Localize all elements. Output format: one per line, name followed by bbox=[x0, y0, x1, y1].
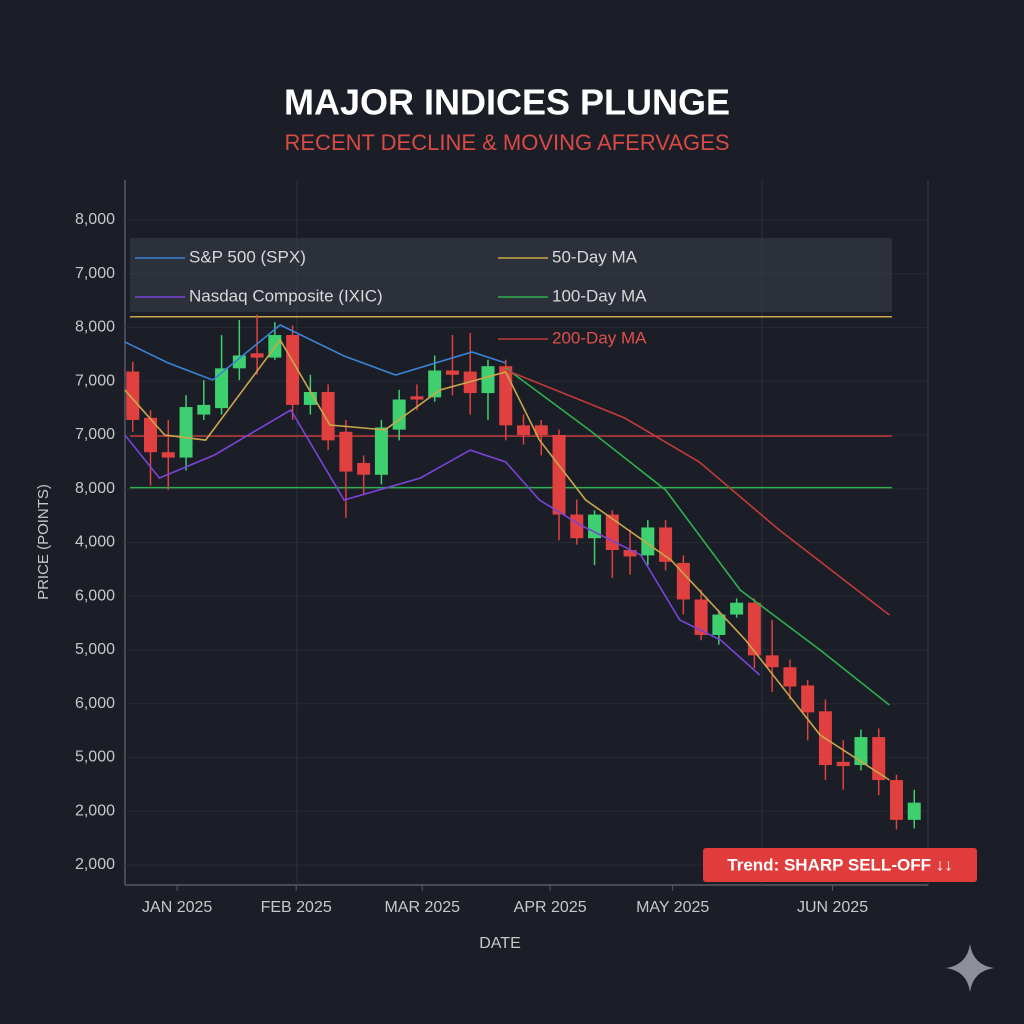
candle-body bbox=[499, 366, 513, 426]
legend: S&P 500 (SPX) 50-Day MA Nasdaq Composite (… bbox=[135, 247, 647, 347]
candle-body bbox=[765, 655, 779, 668]
candle-body bbox=[694, 599, 708, 635]
candle-body bbox=[730, 602, 744, 615]
x-tick-label: JAN 2025 bbox=[142, 899, 212, 916]
sparkle-icon bbox=[946, 944, 994, 992]
candle-body bbox=[552, 435, 566, 515]
series-line bbox=[124, 408, 761, 676]
y-tick-label: 8,000 bbox=[75, 319, 115, 336]
chart-title: MAJOR INDICES PLUNGE bbox=[284, 82, 730, 123]
candle-body bbox=[605, 514, 619, 551]
y-tick-label: 7,000 bbox=[75, 372, 115, 389]
series-line bbox=[505, 367, 890, 706]
candle-body bbox=[250, 353, 264, 358]
series-line bbox=[124, 338, 890, 781]
legend-label: Nasdaq Composite (IXIC) bbox=[189, 286, 383, 305]
candle-body bbox=[392, 399, 406, 430]
candle-body bbox=[144, 417, 158, 453]
legend-label: 200-Day MA bbox=[552, 328, 647, 347]
candle-body bbox=[126, 371, 140, 420]
x-tick-label: FEB 2025 bbox=[261, 899, 332, 916]
x-tick-label: APR 2025 bbox=[514, 899, 587, 916]
y-tick-label: 6,000 bbox=[75, 695, 115, 712]
candles bbox=[126, 314, 921, 830]
candle-body bbox=[445, 370, 459, 375]
x-axis-label: DATE bbox=[479, 935, 520, 952]
legend-label: 50-Day MA bbox=[552, 247, 638, 266]
candle-body bbox=[712, 614, 726, 635]
chart-subtitle: RECENT DECLINE & MOVING AFERVAGES bbox=[285, 130, 730, 155]
candle-body bbox=[907, 802, 921, 820]
candle-body bbox=[517, 425, 530, 435]
candle-body bbox=[801, 685, 815, 713]
candle-body bbox=[588, 514, 602, 539]
candle-body bbox=[303, 392, 317, 405]
annotation-box bbox=[703, 848, 977, 882]
candle-body bbox=[339, 431, 353, 472]
x-tick-label: MAY 2025 bbox=[636, 899, 709, 916]
candle-body bbox=[747, 602, 761, 656]
y-axis-label: PRICE (POINTS) bbox=[35, 484, 52, 600]
candle-body bbox=[623, 550, 637, 557]
y-tick-label: 2,000 bbox=[75, 802, 115, 819]
y-tick-label: 4,000 bbox=[75, 534, 115, 551]
candle-body bbox=[854, 737, 868, 766]
y-tick-label: 8,000 bbox=[75, 480, 115, 497]
candle-body bbox=[534, 425, 548, 435]
y-tick-label: 7,000 bbox=[75, 426, 115, 443]
y-tick-label: 2,000 bbox=[75, 856, 115, 873]
candle-body bbox=[783, 667, 797, 687]
candle-body bbox=[215, 368, 229, 409]
y-tick-label: 6,000 bbox=[75, 587, 115, 604]
candle-body bbox=[161, 452, 175, 458]
candle-body bbox=[232, 355, 246, 369]
candle-body bbox=[889, 780, 903, 820]
candle-body bbox=[357, 462, 371, 475]
legend-label: S&P 500 (SPX) bbox=[189, 247, 306, 266]
series-line bbox=[505, 369, 890, 616]
candle-body bbox=[374, 427, 388, 475]
candle-body bbox=[197, 404, 211, 415]
legend-label: 100-Day MA bbox=[552, 286, 647, 305]
candle-body bbox=[179, 407, 193, 458]
candle-body bbox=[286, 335, 300, 405]
x-tick-label: JUN 2025 bbox=[797, 899, 868, 916]
lines bbox=[124, 324, 890, 781]
series-line bbox=[124, 324, 506, 381]
x-tick-label: MAR 2025 bbox=[384, 899, 460, 916]
candle-body bbox=[641, 527, 655, 556]
y-tick-label: 5,000 bbox=[75, 641, 115, 658]
candle-body bbox=[321, 392, 335, 441]
candle-body bbox=[481, 366, 495, 394]
y-tick-label: 7,000 bbox=[75, 265, 115, 282]
candle-body bbox=[872, 737, 886, 781]
candle-body bbox=[676, 562, 690, 600]
y-tick-label: 5,000 bbox=[75, 749, 115, 766]
legend-box bbox=[130, 238, 892, 312]
annotation: Trend: SHARP SELL-OFF ↓↓ bbox=[727, 855, 952, 874]
y-tick-label: 8,000 bbox=[75, 211, 115, 228]
candle-body bbox=[836, 761, 850, 767]
candle-body bbox=[410, 396, 424, 400]
tick-labels: 8,000 7,000 8,000 7,000 7,000 8,000 4,000 6,000… bbox=[75, 211, 868, 916]
